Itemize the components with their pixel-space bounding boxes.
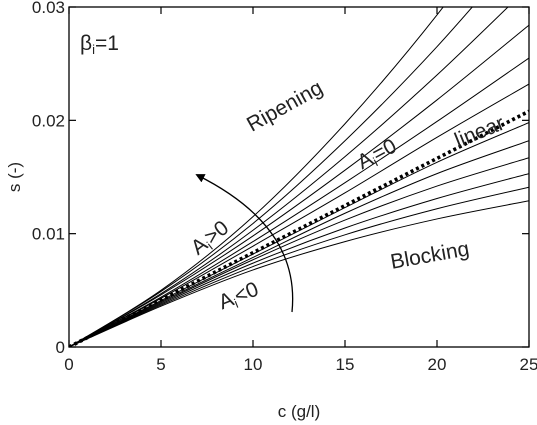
series-line-3 (69, 173, 529, 347)
linear-label: linear (451, 112, 507, 153)
x-tick-label: 0 (64, 355, 73, 374)
a-negative-label: Ai<0 (215, 278, 262, 316)
x-tick-label: 5 (156, 355, 165, 374)
a-positive-label: Ai>0 (187, 216, 235, 261)
y-tick-label: 0.02 (32, 111, 65, 130)
y-tick-label: 0.01 (32, 225, 65, 244)
ripening-label: Ripening (243, 76, 327, 136)
beta-label: βi=1 (80, 32, 119, 57)
series-line-9 (69, 24, 529, 347)
tick-layer: 0 5 10 15 20 25 0 0.01 0.02 0.03 (32, 0, 537, 374)
series-line-7 (69, 83, 529, 347)
direction-arrow (195, 174, 294, 313)
x-axis-label: c (g/l) (278, 402, 321, 421)
series-line-10 (69, 7, 509, 347)
series-line-1 (69, 200, 529, 347)
series-line-4 (69, 157, 529, 347)
x-tick-label: 15 (336, 355, 355, 374)
blocking-label: Blocking (389, 237, 471, 273)
series-line-11 (69, 7, 474, 347)
series-line-12 (69, 7, 444, 347)
series-layer (69, 7, 529, 347)
series-line-8 (69, 57, 529, 347)
linear-series-line (69, 109, 529, 347)
series-line-2 (69, 186, 529, 347)
x-tick-label: 20 (428, 355, 447, 374)
x-tick-label: 25 (520, 355, 537, 374)
plot-frame (68, 6, 530, 348)
y-tick-label: 0.03 (32, 0, 65, 17)
y-axis-label: s (-) (5, 162, 24, 192)
series-line-5 (69, 140, 529, 347)
y-tick-label: 0 (56, 338, 65, 357)
a-zero-label: Ai=0 (354, 135, 402, 176)
series-line-6 (69, 122, 529, 347)
x-tick-label: 10 (244, 355, 263, 374)
